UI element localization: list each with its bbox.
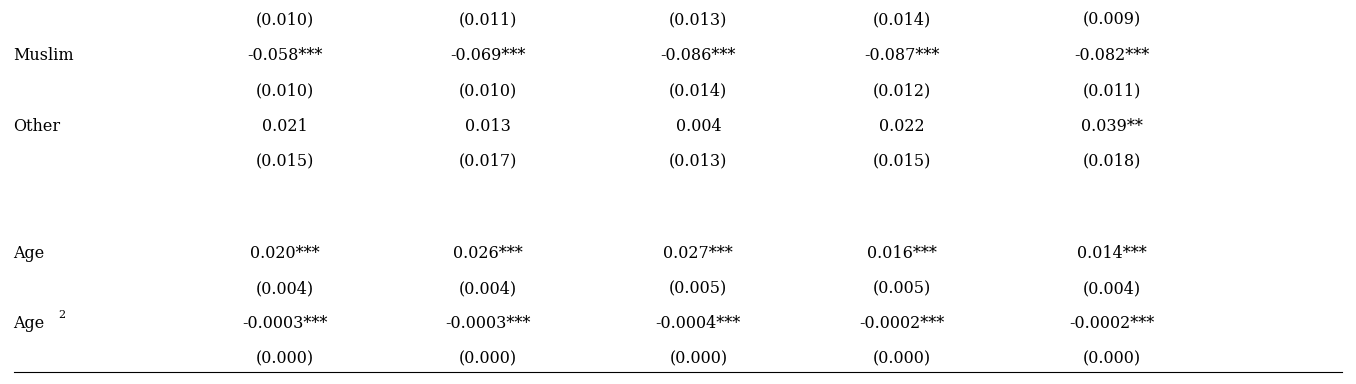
Text: (0.013): (0.013): [669, 153, 728, 170]
Text: (0.000): (0.000): [670, 351, 727, 367]
Text: (0.010): (0.010): [256, 82, 313, 99]
Text: (0.005): (0.005): [670, 280, 727, 297]
Text: 0.022: 0.022: [879, 118, 925, 134]
Text: (0.015): (0.015): [255, 153, 315, 170]
Text: 0.026***: 0.026***: [453, 245, 523, 262]
Text: (0.010): (0.010): [460, 82, 517, 99]
Text: -0.0003***: -0.0003***: [446, 315, 530, 332]
Text: (0.015): (0.015): [872, 153, 932, 170]
Text: (0.017): (0.017): [458, 153, 518, 170]
Text: (0.005): (0.005): [873, 280, 930, 297]
Text: -0.0002***: -0.0002***: [860, 315, 944, 332]
Text: -0.0002***: -0.0002***: [1070, 315, 1154, 332]
Text: 0.014***: 0.014***: [1077, 245, 1147, 262]
Text: 0.021: 0.021: [262, 118, 308, 134]
Text: (0.014): (0.014): [670, 82, 727, 99]
Text: (0.000): (0.000): [460, 351, 517, 367]
Text: (0.004): (0.004): [256, 280, 313, 297]
Text: 0.020***: 0.020***: [250, 245, 320, 262]
Text: 0.039**: 0.039**: [1081, 118, 1143, 134]
Text: (0.004): (0.004): [460, 280, 517, 297]
Text: Other: Other: [14, 118, 61, 134]
Text: (0.000): (0.000): [1083, 351, 1140, 367]
Text: -0.087***: -0.087***: [864, 47, 940, 64]
Text: (0.009): (0.009): [1083, 12, 1140, 28]
Text: (0.010): (0.010): [256, 12, 313, 28]
Text: (0.011): (0.011): [1082, 82, 1142, 99]
Text: (0.018): (0.018): [1082, 153, 1142, 170]
Text: Age: Age: [14, 315, 45, 332]
Text: -0.058***: -0.058***: [247, 47, 323, 64]
Text: -0.086***: -0.086***: [660, 47, 736, 64]
Text: (0.014): (0.014): [873, 12, 930, 28]
Text: -0.0003***: -0.0003***: [243, 315, 327, 332]
Text: (0.012): (0.012): [873, 82, 930, 99]
Text: Muslim: Muslim: [14, 47, 75, 64]
Text: (0.000): (0.000): [873, 351, 930, 367]
Text: (0.004): (0.004): [1083, 280, 1140, 297]
Text: 0.027***: 0.027***: [663, 245, 734, 262]
Text: 0.013: 0.013: [465, 118, 511, 134]
Text: 0.004: 0.004: [675, 118, 721, 134]
Text: 0.016***: 0.016***: [866, 245, 937, 262]
Text: (0.011): (0.011): [458, 12, 518, 28]
Text: -0.069***: -0.069***: [450, 47, 526, 64]
Text: (0.000): (0.000): [256, 351, 313, 367]
Text: Age: Age: [14, 245, 45, 262]
Text: -0.0004***: -0.0004***: [656, 315, 740, 332]
Text: 2: 2: [58, 310, 65, 320]
Text: (0.013): (0.013): [669, 12, 728, 28]
Text: -0.082***: -0.082***: [1074, 47, 1150, 64]
